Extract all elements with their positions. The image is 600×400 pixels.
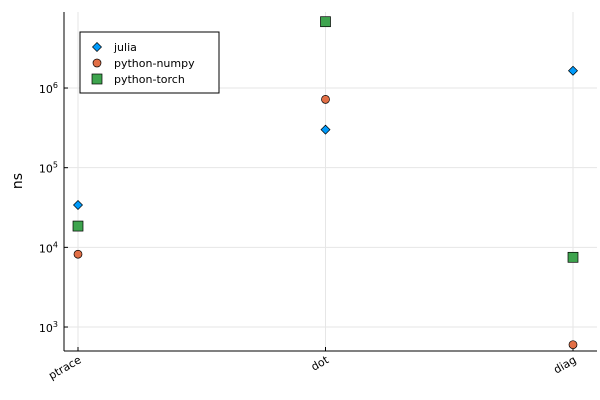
- julia-legend-marker: [92, 42, 102, 52]
- points-layer: [72, 16, 579, 350]
- x-tick-label: diag: [551, 353, 578, 376]
- x-tick-label: ptrace: [46, 353, 83, 382]
- axes-layer: [63, 12, 597, 352]
- y-tick-label: 103: [39, 320, 58, 335]
- python-torch-point: [320, 16, 331, 28]
- legend-box: [79, 31, 220, 94]
- y-tick-label: 104: [39, 240, 58, 255]
- python-numpy-point: [568, 340, 578, 350]
- y-tick-label: 105: [39, 161, 58, 176]
- python-numpy-point: [73, 249, 83, 259]
- legend-label-python-torch: python-torch: [114, 73, 185, 86]
- python-torch-legend-marker: [91, 73, 103, 85]
- y-tick-label: 106: [39, 81, 58, 96]
- y-axis-title: ns: [10, 173, 26, 189]
- python-torch-point: [72, 220, 84, 232]
- julia-point: [73, 200, 83, 211]
- julia-point: [568, 65, 578, 76]
- python-numpy-point: [321, 95, 330, 104]
- ticks-layer: ptrace dot diag 103 104 105 106: [39, 81, 579, 382]
- python-numpy-legend-marker: [92, 58, 102, 68]
- python-torch-point: [567, 251, 579, 263]
- legend-label-julia: julia: [113, 41, 137, 54]
- legend-label-python-numpy: python-numpy: [114, 57, 195, 70]
- legend: julia python-numpy python-torch: [79, 31, 220, 94]
- julia-point: [320, 124, 331, 135]
- x-tick-label: dot: [309, 353, 332, 374]
